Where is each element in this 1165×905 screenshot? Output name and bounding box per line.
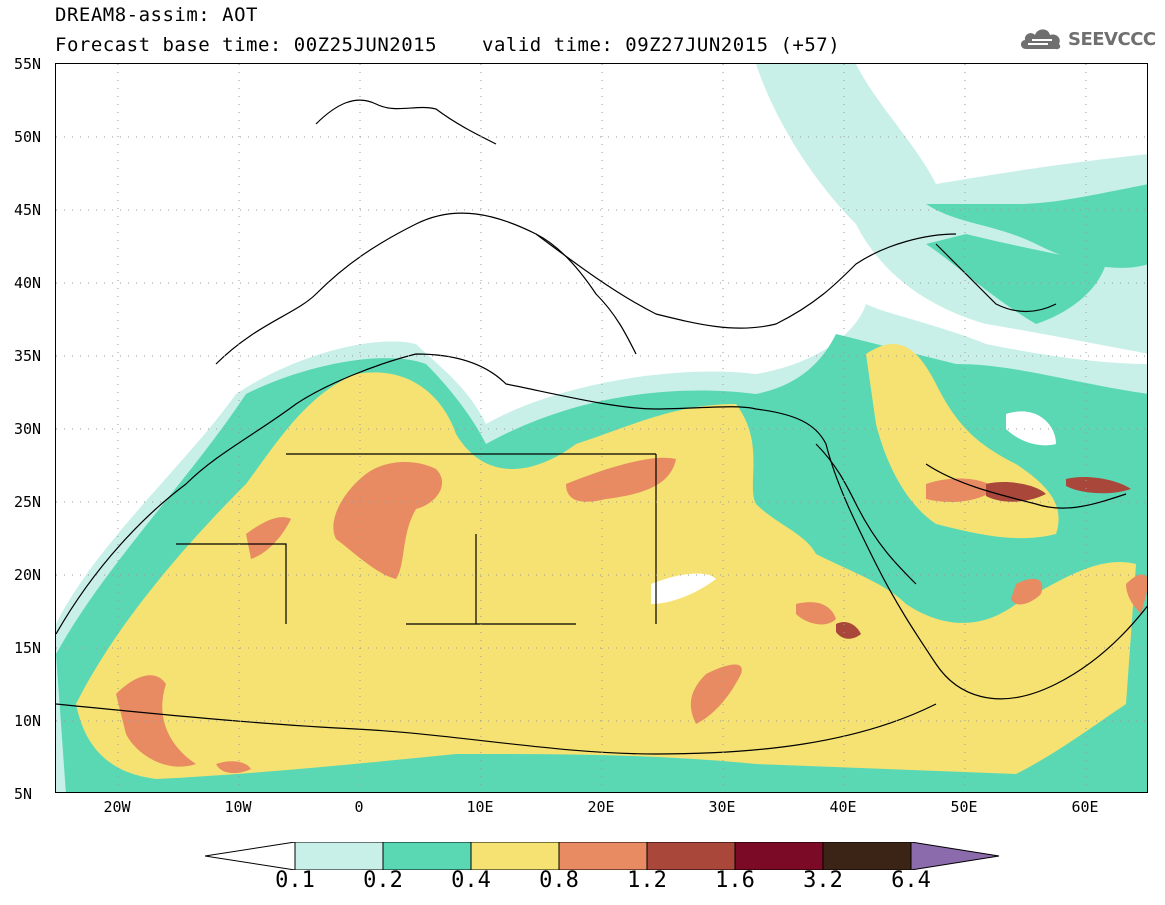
colorbar-label: 0.1	[275, 868, 315, 893]
lat-label: 45N	[14, 201, 42, 219]
colorbar-bin	[558, 842, 648, 870]
lon-label: 20E	[587, 798, 615, 816]
lat-label: 25N	[14, 493, 42, 511]
colorbar-bin	[294, 842, 384, 870]
lon-label: 50E	[950, 798, 978, 816]
colorbar-label: 3.2	[803, 868, 843, 893]
colorbar-label: 6.4	[891, 868, 931, 893]
colorbar-label: 0.8	[539, 868, 579, 893]
valid-time: valid time: 09Z27JUN2015 (+57)	[482, 34, 841, 56]
colorbar-bin	[470, 842, 560, 870]
lon-label: 40E	[829, 798, 857, 816]
lon-label: 20W	[103, 798, 131, 816]
lat-label: 30N	[14, 420, 42, 438]
colorbar-bin	[734, 842, 824, 870]
colorbar	[205, 842, 1000, 870]
lat-label: 50N	[14, 128, 42, 146]
lat-label: 15N	[14, 639, 42, 657]
map-title: DREAM8-assim: AOT	[55, 4, 258, 26]
aot-band-orange	[116, 457, 1147, 774]
lat-label: 20N	[14, 566, 42, 584]
aot-field-svg	[56, 64, 1147, 792]
colorbar-bin	[646, 842, 736, 870]
lon-label: 60E	[1071, 798, 1099, 816]
aot-map	[55, 63, 1148, 793]
logo-text: SEEVCCC	[1068, 28, 1156, 50]
colorbar-label: 1.2	[627, 868, 667, 893]
lat-label: 35N	[14, 347, 42, 365]
colorbar-bin	[822, 842, 912, 870]
aot-clear-patches	[651, 411, 1056, 604]
colorbar-label: 1.6	[715, 868, 755, 893]
seevccc-logo: SEEVCCC	[1018, 24, 1156, 54]
lon-label: 10W	[224, 798, 252, 816]
colorbar-bin	[382, 842, 472, 870]
lat-label: 5N	[14, 785, 33, 803]
colorbar-lower-arrow	[205, 842, 296, 870]
lat-label: 10N	[14, 712, 42, 730]
forecast-base-time: Forecast base time: 00Z25JUN2015	[55, 34, 438, 56]
cloud-icon	[1020, 29, 1061, 50]
lon-label: 0	[354, 798, 364, 816]
lat-label: 55N	[14, 55, 42, 73]
colorbar-label: 0.2	[363, 868, 403, 893]
lon-label: 30E	[708, 798, 736, 816]
aot-band-red	[836, 477, 1131, 639]
colorbar-upper-arrow	[910, 842, 1000, 870]
lon-label: 10E	[466, 798, 494, 816]
lat-label: 40N	[14, 274, 42, 292]
colorbar-label: 0.4	[451, 868, 491, 893]
coastlines	[56, 99, 1147, 755]
